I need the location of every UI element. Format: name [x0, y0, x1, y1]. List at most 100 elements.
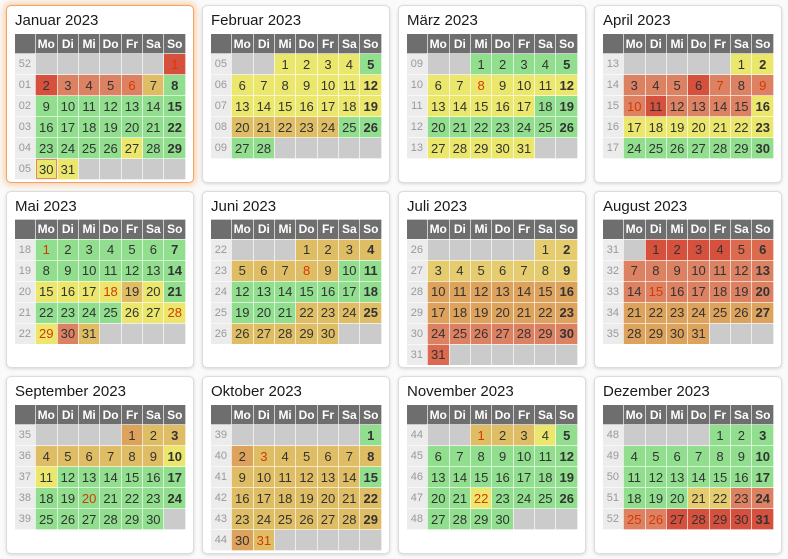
- day-cell[interactable]: 11: [273, 466, 297, 489]
- day-cell[interactable]: 3: [56, 74, 79, 96]
- day-cell[interactable]: 24: [252, 508, 275, 531]
- day-cell[interactable]: 13: [230, 95, 254, 117]
- day-cell[interactable]: 6: [665, 445, 689, 468]
- day-cell[interactable]: 21: [252, 116, 275, 138]
- day-cell[interactable]: 12: [99, 95, 122, 117]
- day-cell[interactable]: 2: [730, 424, 753, 447]
- day-cell[interactable]: 25: [644, 137, 667, 159]
- day-cell[interactable]: 27: [77, 508, 101, 531]
- day-cell[interactable]: 26: [99, 137, 122, 159]
- day-cell[interactable]: 21: [448, 487, 471, 510]
- day-cell[interactable]: 22: [120, 487, 144, 510]
- day-cell[interactable]: 18: [448, 301, 471, 324]
- day-cell[interactable]: 25: [99, 301, 122, 324]
- day-cell-holiday[interactable]: 10: [622, 95, 646, 117]
- day-cell[interactable]: 13: [687, 95, 710, 117]
- day-cell[interactable]: 24: [163, 487, 186, 510]
- day-cell[interactable]: 21: [687, 487, 710, 510]
- day-cell[interactable]: 20: [426, 116, 450, 138]
- day-cell[interactable]: 31: [751, 508, 774, 531]
- day-cell[interactable]: 9: [295, 74, 318, 96]
- day-cell[interactable]: 31: [687, 322, 710, 345]
- day-cell[interactable]: 21: [338, 487, 361, 510]
- day-cell[interactable]: 14: [448, 466, 471, 489]
- day-cell[interactable]: 13: [665, 466, 689, 489]
- day-cell[interactable]: 22: [295, 301, 318, 324]
- day-cell[interactable]: 2: [491, 424, 514, 447]
- day-cell-holiday[interactable]: 29: [34, 322, 58, 345]
- day-cell[interactable]: 15: [163, 95, 186, 117]
- day-cell[interactable]: 11: [708, 259, 732, 282]
- day-cell[interactable]: 17: [163, 466, 186, 489]
- day-cell[interactable]: 9: [665, 259, 689, 282]
- day-cell-holiday[interactable]: 1: [163, 53, 186, 75]
- day-cell[interactable]: 15: [120, 466, 144, 489]
- day-cell[interactable]: 26: [555, 116, 578, 138]
- day-cell[interactable]: 12: [644, 466, 667, 489]
- day-cell[interactable]: 6: [230, 74, 254, 96]
- day-cell[interactable]: 2: [316, 238, 340, 261]
- day-cell[interactable]: 26: [120, 301, 144, 324]
- day-cell[interactable]: 21: [512, 301, 536, 324]
- day-cell[interactable]: 28: [708, 137, 732, 159]
- day-cell[interactable]: 21: [142, 116, 165, 138]
- day-cell[interactable]: 4: [644, 74, 667, 96]
- day-cell[interactable]: 16: [730, 466, 753, 489]
- day-cell[interactable]: 23: [230, 508, 254, 531]
- day-cell-holiday[interactable]: 18: [99, 280, 122, 303]
- day-cell-holiday[interactable]: 22: [469, 487, 493, 510]
- day-cell[interactable]: 27: [252, 322, 275, 345]
- day-cell[interactable]: 24: [316, 116, 340, 138]
- day-cell[interactable]: 25: [273, 508, 297, 531]
- day-cell-holiday[interactable]: 8: [469, 74, 493, 96]
- day-cell[interactable]: 15: [469, 466, 493, 489]
- day-cell[interactable]: 10: [687, 259, 710, 282]
- day-cell[interactable]: 13: [316, 466, 340, 489]
- day-cell[interactable]: 20: [120, 116, 144, 138]
- day-cell[interactable]: 11: [77, 95, 101, 117]
- day-cell[interactable]: 6: [77, 445, 101, 468]
- day-cell[interactable]: 11: [448, 280, 471, 303]
- day-cell[interactable]: 17: [512, 95, 536, 117]
- day-cell[interactable]: 25: [448, 322, 471, 345]
- day-cell[interactable]: 9: [230, 466, 254, 489]
- day-cell[interactable]: 10: [56, 95, 79, 117]
- day-cell[interactable]: 25: [34, 508, 58, 531]
- day-cell[interactable]: 24: [512, 116, 536, 138]
- day-cell[interactable]: 9: [142, 445, 165, 468]
- day-cell[interactable]: 27: [687, 137, 710, 159]
- day-cell[interactable]: 3: [512, 424, 536, 447]
- day-cell[interactable]: 20: [316, 487, 340, 510]
- day-cell[interactable]: 5: [99, 74, 122, 96]
- day-cell[interactable]: 16: [751, 95, 774, 117]
- day-cell[interactable]: 4: [77, 74, 101, 96]
- day-cell[interactable]: 19: [665, 116, 689, 138]
- day-cell[interactable]: 23: [316, 301, 340, 324]
- day-cell[interactable]: 28: [622, 322, 646, 345]
- day-cell-holiday[interactable]: 20: [77, 487, 101, 510]
- day-cell[interactable]: 16: [316, 280, 340, 303]
- day-cell[interactable]: 9: [491, 74, 514, 96]
- day-cell[interactable]: 4: [534, 424, 557, 447]
- day-cell[interactable]: 24: [622, 137, 646, 159]
- day-cell[interactable]: 2: [142, 424, 165, 447]
- day-cell[interactable]: 7: [338, 445, 361, 468]
- day-cell[interactable]: 26: [730, 301, 753, 324]
- day-cell[interactable]: 17: [687, 280, 710, 303]
- day-cell[interactable]: 15: [469, 95, 493, 117]
- day-cell[interactable]: 21: [273, 301, 297, 324]
- day-cell[interactable]: 3: [751, 424, 774, 447]
- day-cell[interactable]: 30: [555, 322, 578, 345]
- day-cell[interactable]: 29: [644, 322, 667, 345]
- day-cell[interactable]: 31: [56, 158, 79, 180]
- day-cell[interactable]: 3: [77, 238, 101, 261]
- day-cell[interactable]: 23: [34, 137, 58, 159]
- day-cell[interactable]: 23: [555, 301, 578, 324]
- day-cell[interactable]: 23: [56, 301, 79, 324]
- day-cell[interactable]: 11: [99, 259, 122, 282]
- day-cell[interactable]: 14: [448, 95, 471, 117]
- day-cell[interactable]: 20: [252, 301, 275, 324]
- day-cell[interactable]: 29: [730, 137, 753, 159]
- day-cell[interactable]: 31: [77, 322, 101, 345]
- day-cell[interactable]: 1: [469, 53, 493, 75]
